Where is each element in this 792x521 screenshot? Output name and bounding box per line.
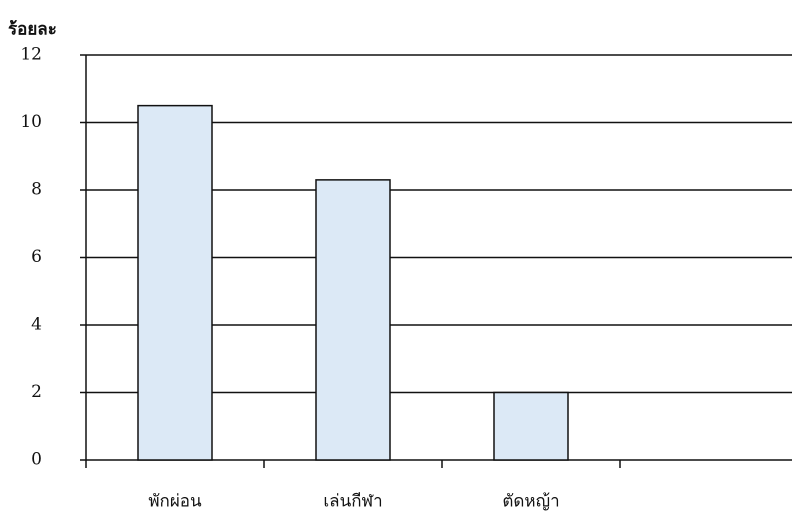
y-tick-label: 2 (31, 382, 42, 402)
x-tick-label: พักผ่อน (148, 492, 202, 512)
y-tick-label: 0 (31, 450, 42, 470)
y-axis-label: ร้อยละ (8, 20, 57, 40)
y-tick-label: 12 (20, 45, 42, 65)
y-tick-label: 8 (31, 180, 42, 200)
x-tick-label: ตัดหญ้า (502, 492, 559, 512)
y-tick-label: 6 (31, 247, 42, 267)
x-tick-label: เล่นกีฬา (323, 492, 382, 512)
bar (137, 104, 213, 461)
y-tick-label: 10 (20, 112, 42, 132)
y-tick-label: 4 (31, 315, 42, 335)
bar (493, 391, 569, 461)
bar (315, 179, 391, 461)
